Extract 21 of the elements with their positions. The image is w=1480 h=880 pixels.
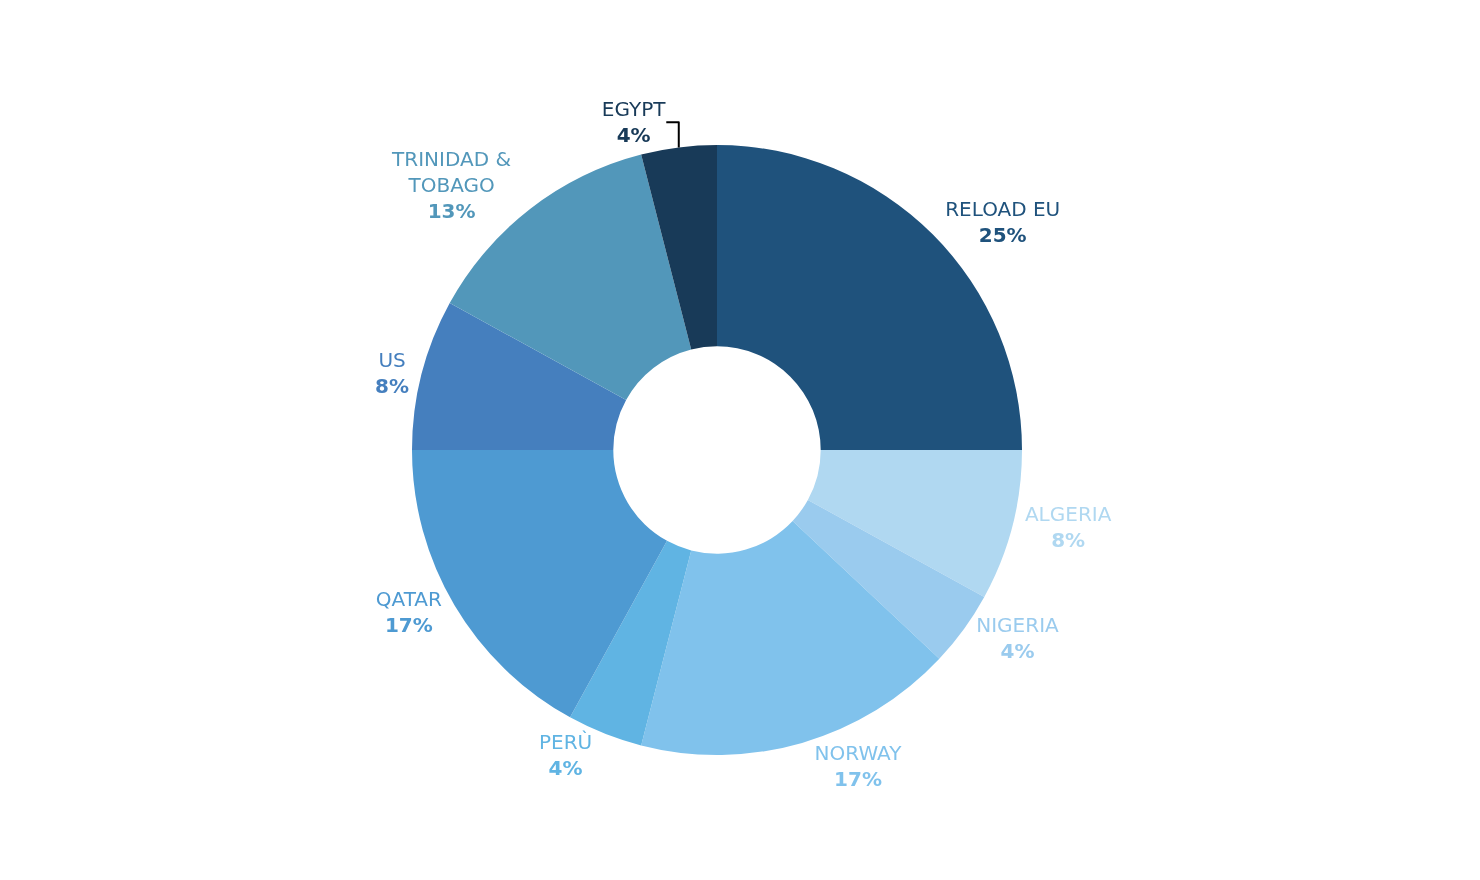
data-label: 8% xyxy=(1051,528,1086,553)
donut-slice xyxy=(807,450,1022,597)
data-label: 17% xyxy=(834,766,882,791)
data-label: 25% xyxy=(978,222,1027,247)
data-label: 4% xyxy=(1000,638,1035,663)
data-label: 4% xyxy=(616,123,651,148)
slice-label: PERÙ xyxy=(538,730,593,755)
slice-label: ALGERIA xyxy=(1024,502,1112,527)
slice-label: QATAR xyxy=(375,586,442,611)
slice-label: EGYPT xyxy=(601,97,667,122)
donut-slice xyxy=(412,303,627,450)
data-label: 17% xyxy=(384,612,433,637)
donut-slice xyxy=(641,145,717,350)
slice-label: US xyxy=(378,347,406,372)
data-label: 4% xyxy=(548,756,583,781)
slice-label: NIGERIA xyxy=(976,612,1060,637)
slice-label: NORWAY xyxy=(814,740,903,765)
data-label: 8% xyxy=(375,373,410,398)
data-label: 13% xyxy=(427,199,476,224)
slice-label: RELOAD EU xyxy=(945,196,1061,221)
slice-label: TRINIDAD & TOBAGO xyxy=(391,147,512,198)
